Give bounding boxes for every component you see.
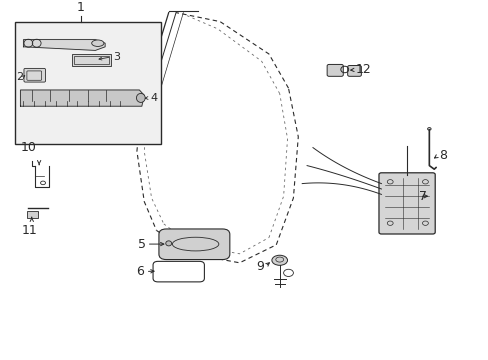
Text: 5: 5 [138,238,145,251]
Text: 6: 6 [136,265,144,278]
Text: 1: 1 [77,1,84,14]
Text: 12: 12 [355,63,371,76]
Text: 7: 7 [418,190,426,203]
FancyBboxPatch shape [326,64,343,76]
FancyBboxPatch shape [24,68,45,82]
Bar [15,22,161,144]
FancyBboxPatch shape [159,229,229,260]
Text: 8: 8 [438,149,446,162]
Ellipse shape [136,94,145,102]
Bar [27,211,38,218]
Polygon shape [20,90,144,106]
Text: 2: 2 [16,72,23,82]
Text: 3: 3 [113,52,120,62]
Polygon shape [23,40,105,50]
Ellipse shape [92,40,104,46]
FancyBboxPatch shape [347,66,361,76]
Ellipse shape [165,241,171,246]
Text: 9: 9 [256,260,264,273]
Bar [72,54,111,66]
Bar [74,56,108,64]
FancyBboxPatch shape [378,173,434,234]
Text: 10: 10 [20,141,36,154]
Text: 11: 11 [21,224,37,237]
Text: 4: 4 [150,93,158,103]
Ellipse shape [271,255,287,265]
